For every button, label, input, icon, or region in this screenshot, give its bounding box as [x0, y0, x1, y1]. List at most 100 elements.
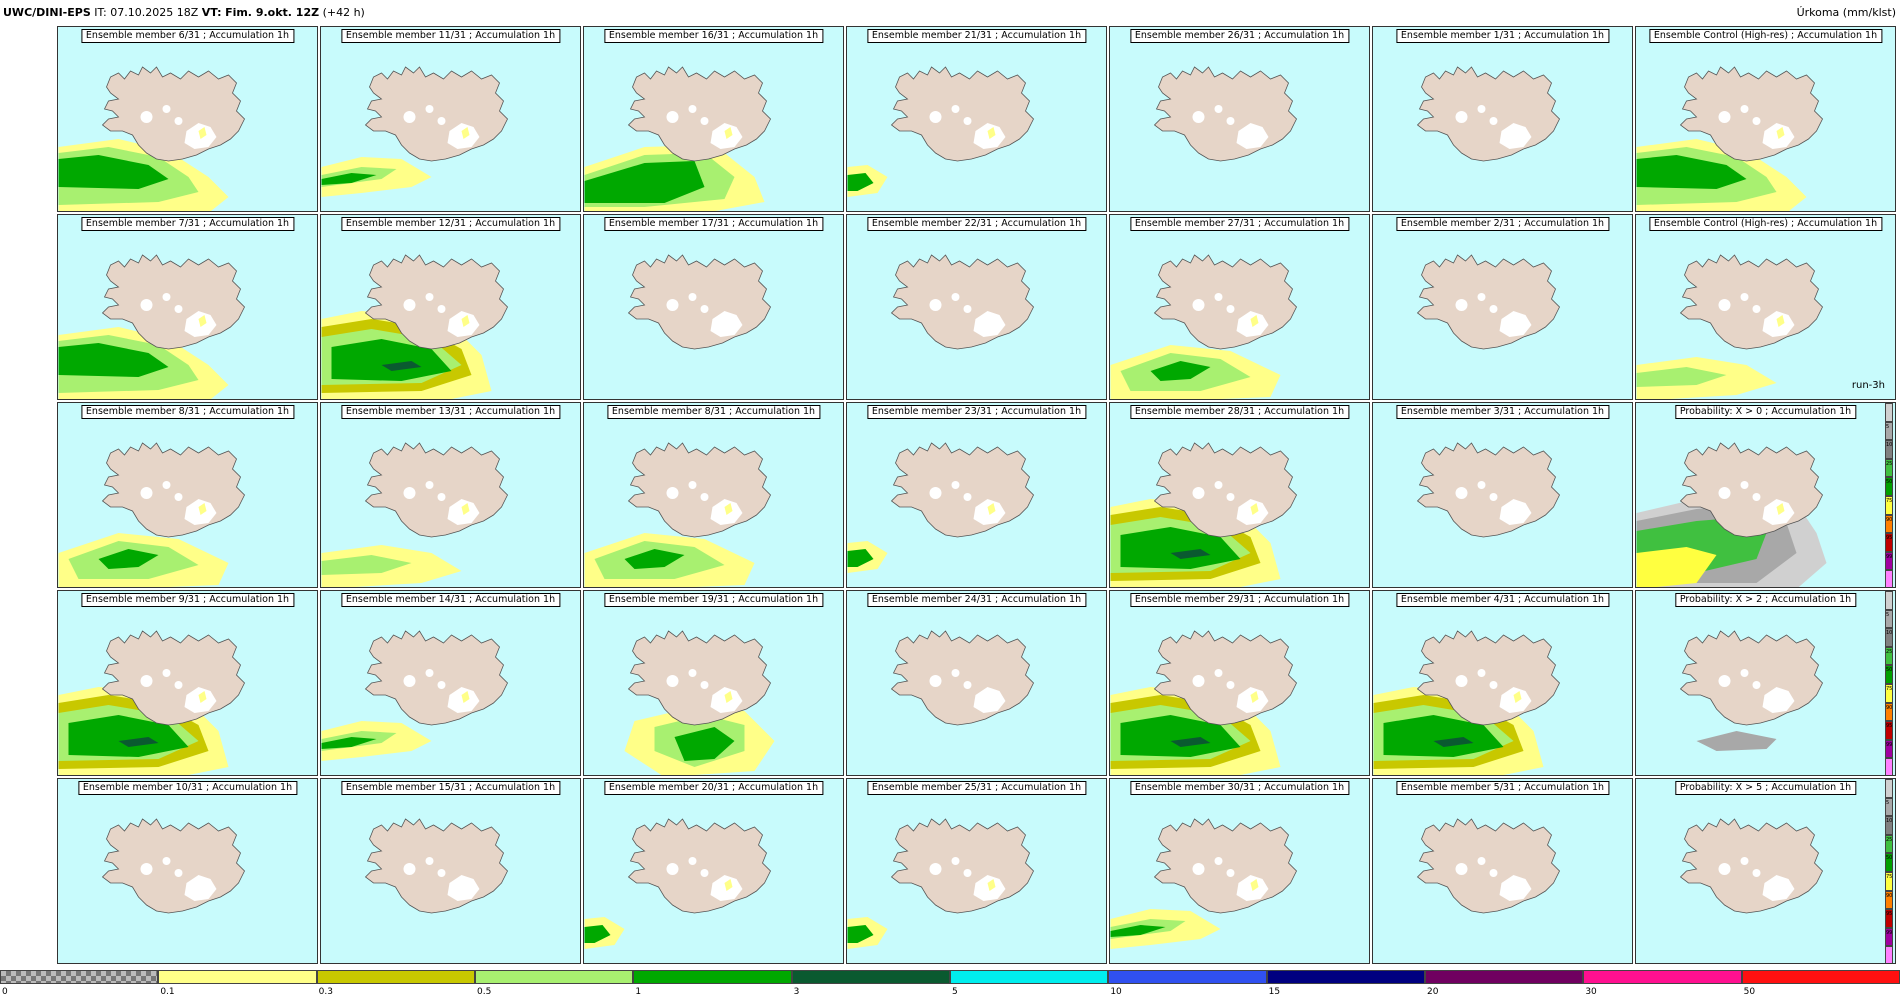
glacier [162, 105, 171, 113]
panel-map [58, 442, 245, 587]
panel-map [624, 630, 775, 775]
lead-time: (+42 h) [322, 6, 365, 19]
glacier [929, 487, 942, 499]
prob-legend-label: 50 [1886, 479, 1893, 486]
precip-area [1250, 503, 1259, 515]
glacier [963, 117, 972, 125]
panel-map [847, 66, 1034, 197]
map-panel: Ensemble member 22/31 ; Accumulation 1h [846, 214, 1107, 400]
map-panel: Ensemble member 2/31 ; Accumulation 1h [1372, 214, 1633, 400]
panel-grid: Ensemble member 6/31 ; Accumulation 1h En… [57, 26, 1899, 964]
prob-legend-swatch [1885, 739, 1893, 759]
precip-area [198, 691, 207, 703]
glacier [162, 293, 171, 301]
precip-area [1383, 715, 1504, 757]
prob-legend-label: 95 [1886, 535, 1893, 542]
precip-area [331, 339, 452, 381]
prob-legend-label: 75 [1886, 686, 1893, 692]
precip-area [674, 727, 735, 761]
glacier [1489, 305, 1498, 313]
panel-map [1416, 66, 1560, 162]
glacier [929, 299, 942, 311]
map-panel: Ensemble member 8/31 ; Accumulation 1h [57, 402, 318, 588]
glacier [973, 687, 1006, 713]
panel-title: Ensemble member 9/31 ; Accumulation 1h [80, 593, 295, 607]
panel-title: Ensemble member 8/31 ; Accumulation 1h [80, 405, 295, 419]
precip-area [1776, 315, 1785, 327]
precip-area [1636, 367, 1727, 387]
glacier [929, 863, 942, 875]
prob-legend-swatch [1885, 458, 1893, 478]
panel-title: Ensemble member 29/31 ; Accumulation 1h [1129, 593, 1350, 607]
map-panel: Ensemble member 15/31 ; Accumulation 1h [320, 778, 581, 964]
panel-map [890, 630, 1034, 726]
probability-legend: 5 10 25 50 75 90 95 99 [1885, 591, 1895, 775]
map-panel: Ensemble member 1/31 ; Accumulation 1h [1372, 26, 1633, 212]
glacier [174, 493, 183, 501]
prob-legend-swatch [1885, 946, 1893, 963]
iceland-landmass [627, 442, 771, 538]
glacier [1192, 487, 1205, 499]
prob-legend-swatch [1885, 496, 1893, 515]
glacier [973, 311, 1006, 337]
prob-legend-label: 99 [1886, 553, 1893, 560]
glacier [1192, 675, 1205, 687]
vt-label: VT: [201, 6, 222, 19]
glacier [1752, 493, 1761, 501]
precip-area [381, 361, 422, 371]
glacier [1489, 869, 1498, 877]
prob-legend-swatch [1885, 665, 1893, 684]
panel-map [1636, 66, 1823, 211]
precip-area [987, 503, 996, 515]
glacier [688, 481, 697, 489]
glacier [1477, 669, 1486, 677]
map-panel: Ensemble member 9/31 ; Accumulation 1h [57, 590, 318, 776]
glacier [140, 111, 153, 123]
map-panel: Ensemble member 7/31 ; Accumulation 1h [57, 214, 318, 400]
glacier [1740, 481, 1749, 489]
precip-area [1150, 361, 1211, 381]
glacier [1752, 305, 1761, 313]
glacier [700, 305, 709, 313]
panel-map [1416, 254, 1560, 350]
panel-title: Ensemble member 6/31 ; Accumulation 1h [80, 29, 295, 43]
panel-map [321, 442, 508, 587]
map-panel: Ensemble member 8/31 ; Accumulation 1h [583, 402, 844, 588]
panel-title: Ensemble member 2/31 ; Accumulation 1h [1395, 217, 1610, 231]
glacier [1752, 869, 1761, 877]
glacier [951, 293, 960, 301]
precip-area [461, 503, 470, 515]
panel-title: Ensemble member 21/31 ; Accumulation 1h [866, 29, 1087, 43]
glacier [1214, 481, 1223, 489]
panel-title: Ensemble member 25/31 ; Accumulation 1h [866, 781, 1087, 795]
glacier [1499, 499, 1532, 525]
iceland-landmass [890, 66, 1034, 162]
colorbar-tick-label: 0.1 [160, 987, 175, 997]
panel-map [584, 66, 771, 211]
glacier [1226, 869, 1235, 877]
colorbar-segment [1741, 970, 1900, 984]
map-panel: Probability: X > 5 ; Accumulation 1h 5 10 2… [1635, 778, 1896, 964]
glacier [1226, 493, 1235, 501]
glacier [140, 299, 153, 311]
prob-legend-swatch [1885, 477, 1893, 496]
panel-map [1110, 254, 1297, 399]
precip-area [461, 315, 470, 327]
map-panel: Ensemble member 26/31 ; Accumulation 1h [1109, 26, 1370, 212]
iceland-landmass [1153, 818, 1297, 914]
iceland-landmass [1153, 254, 1297, 350]
glacier [437, 493, 446, 501]
iceland-landmass [890, 442, 1034, 538]
prob-legend-label: 90 [1886, 892, 1893, 899]
glacier [174, 305, 183, 313]
precip-area [724, 503, 733, 515]
glacier [688, 669, 697, 677]
glacier [929, 111, 942, 123]
model-name: UWC/DINI-EPS [3, 6, 91, 19]
glacier [688, 105, 697, 113]
glacier [162, 481, 171, 489]
glacier [1455, 111, 1468, 123]
colorbar-tick-label: 3 [793, 987, 800, 997]
panel-map [364, 818, 508, 914]
glacier [700, 681, 709, 689]
